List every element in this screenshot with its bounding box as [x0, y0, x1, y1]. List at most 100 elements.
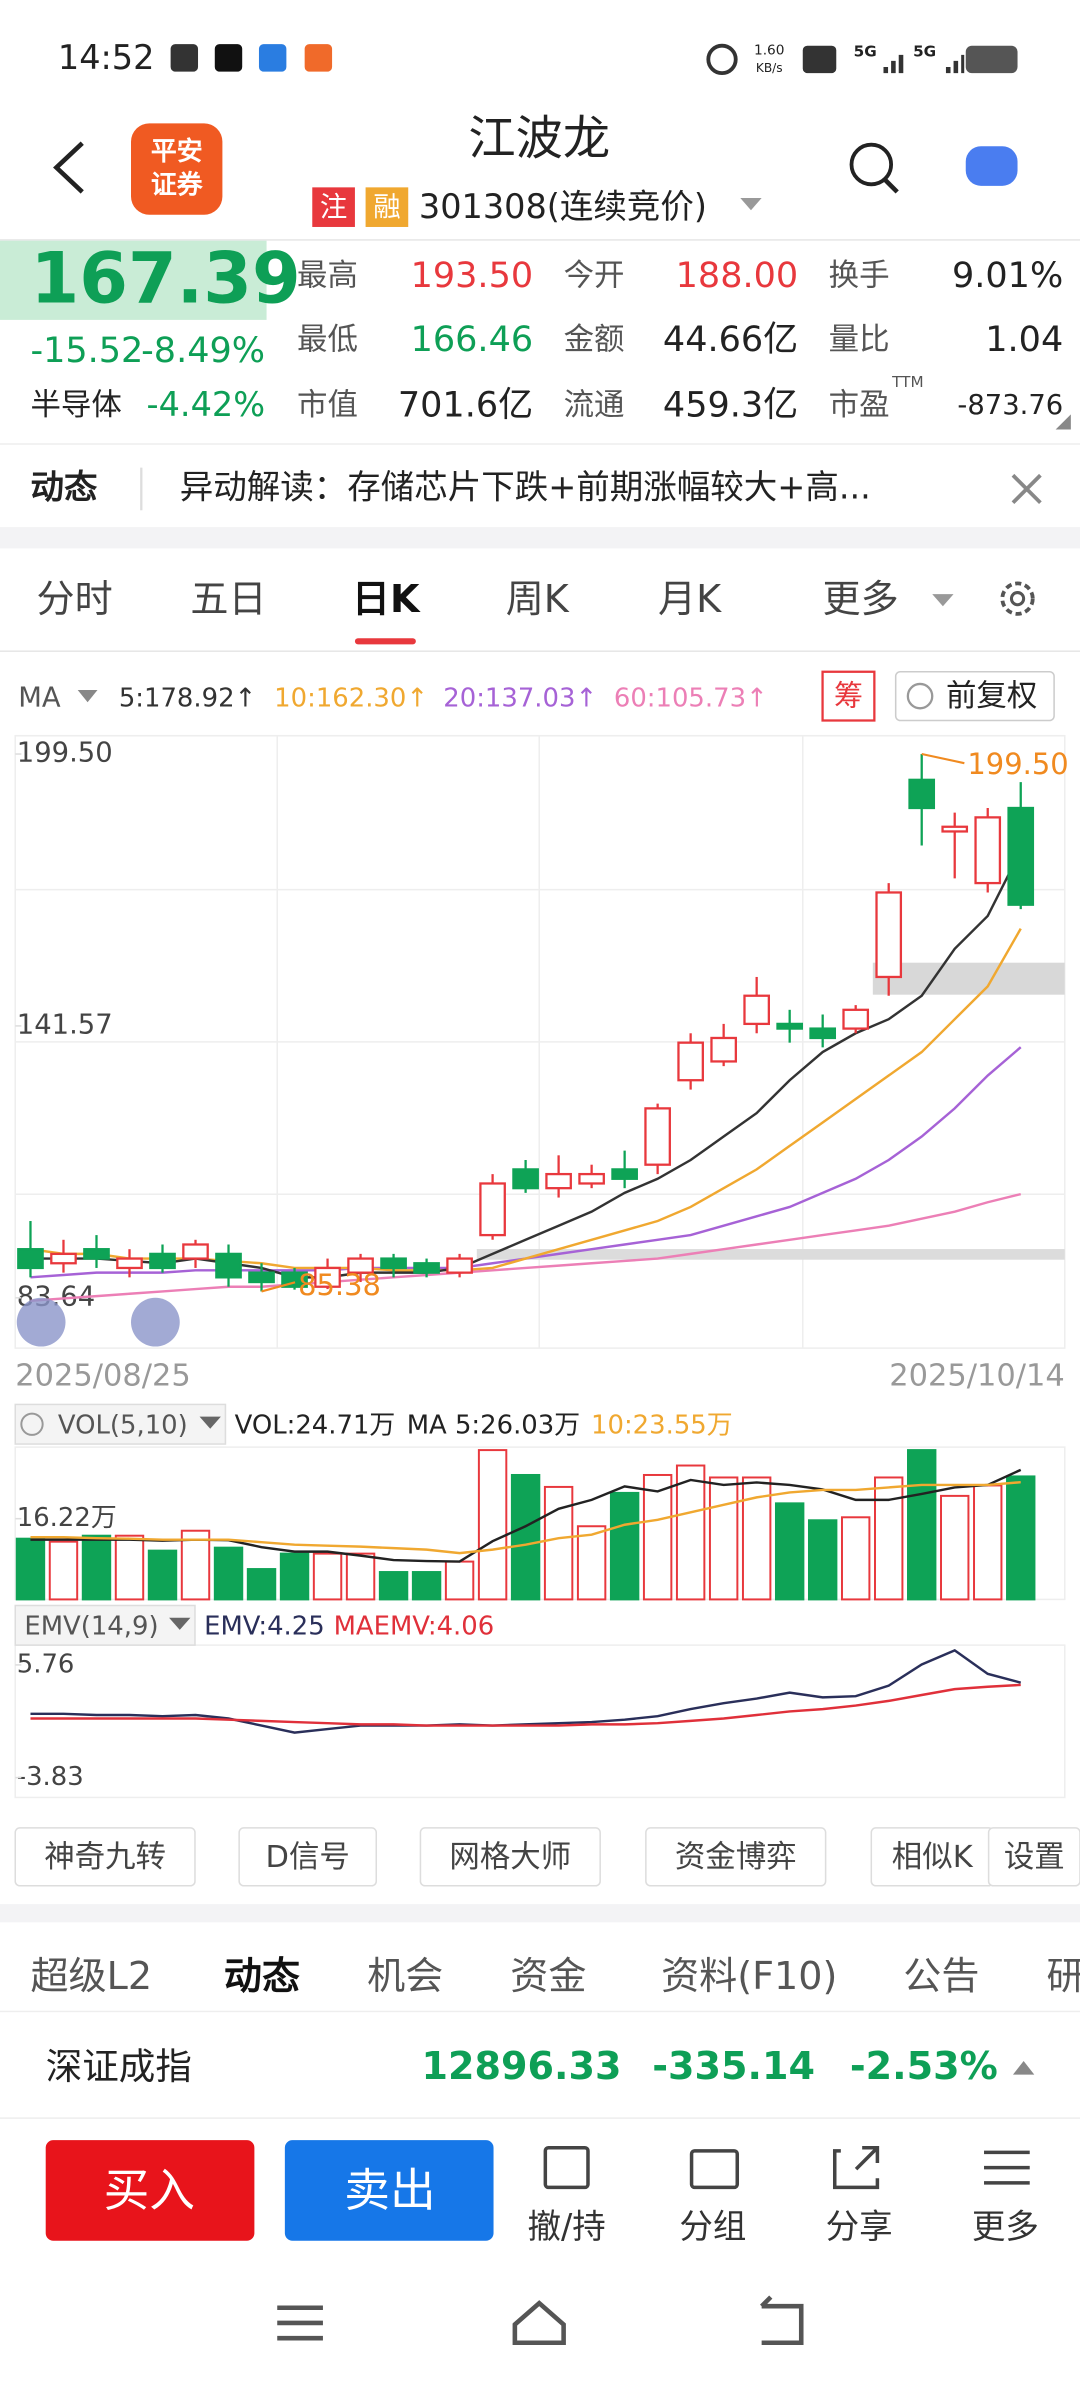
search-handle — [883, 178, 899, 194]
tab[interactable]: 月K — [658, 577, 722, 621]
icon — [543, 2146, 590, 2190]
float-button[interactable] — [131, 1297, 180, 1347]
candle-body — [182, 1243, 209, 1260]
candle-body — [710, 1036, 737, 1063]
tool-text: D信号 — [266, 1840, 350, 1875]
emv-legend: EMV:4.25 MAEMV:4.06 — [204, 1611, 494, 1641]
candle-body — [908, 778, 936, 810]
info-tab[interactable]: 动态 — [224, 1954, 300, 1998]
field-value: -873.76 — [957, 390, 1063, 421]
assistant-button[interactable] — [965, 146, 1018, 186]
period-tabs: 分时 五日 日K 周K 月K 更多 — [37, 577, 899, 621]
emv-line — [30, 1683, 1021, 1727]
gap — [0, 527, 1080, 549]
ma-legend-item: 60:105.73↑ — [614, 684, 768, 714]
emv-legend-item: EMV:4.25 — [204, 1611, 325, 1641]
menu-key[interactable] — [277, 2305, 323, 2341]
tab[interactable]: 日K — [352, 577, 421, 621]
candle-body — [578, 1172, 605, 1185]
volume-bar — [81, 1534, 112, 1601]
sell-button[interactable] — [284, 2140, 494, 2241]
price-box — [0, 240, 267, 320]
search-button[interactable] — [849, 142, 894, 187]
tool-button[interactable] — [14, 1827, 196, 1887]
info-tab[interactable]: 公告 — [903, 1954, 979, 1998]
candle-body — [479, 1182, 506, 1237]
action-text[interactable]: 分组 — [679, 2207, 746, 2246]
info-tab[interactable]: 资料(F10) — [661, 1954, 837, 1998]
volume-bar — [609, 1491, 640, 1601]
field-value: 1.04 — [985, 319, 1063, 360]
indicator-select[interactable] — [14, 1604, 196, 1646]
float-button[interactable] — [16, 1297, 66, 1347]
field-value: 166.46 — [411, 319, 534, 360]
volume-bar — [510, 1473, 541, 1601]
news-text[interactable]: 异动解读：存储芯片下跌+前期涨幅较大+高... — [180, 467, 871, 506]
volume-bar — [807, 1519, 838, 1601]
field-value: 701.6亿 — [398, 385, 533, 426]
action-text[interactable]: 分享 — [826, 2207, 893, 2246]
emv-frame — [14, 1644, 1066, 1799]
candle-body — [941, 825, 969, 833]
candle-body — [347, 1257, 374, 1274]
close-button[interactable] — [1011, 473, 1042, 505]
indicator-select[interactable] — [14, 1403, 227, 1445]
field-label: 最低 — [297, 323, 358, 358]
info-tab[interactable]: 超级L2 — [30, 1954, 152, 1998]
info-tab[interactable]: 资金 — [510, 1954, 586, 1998]
info-tab[interactable]: 机会 — [367, 1954, 443, 1998]
status-icons — [170, 43, 1018, 76]
tab[interactable]: 周K — [506, 577, 570, 621]
ma-label: MA — [18, 683, 61, 714]
action-text[interactable]: 撤/持 — [528, 2207, 606, 2246]
back-key[interactable] — [760, 2295, 804, 2346]
expand-arrow[interactable] — [1012, 2060, 1035, 2075]
logo — [131, 123, 223, 215]
index-pct: -2.53% — [850, 2044, 998, 2088]
battery — [965, 45, 1018, 74]
buy-button[interactable] — [45, 2140, 255, 2241]
settings-button[interactable] — [1000, 581, 1035, 616]
field-value: 459.3亿 — [663, 385, 798, 426]
volume-bar — [940, 1494, 970, 1601]
logo-text: 证券 — [151, 170, 204, 200]
ma-legend: 5:178.92↑ 10:162.30↑ 20:137.03↑ 60:105.73↑ — [119, 684, 768, 714]
emv-tick: 5.76 — [17, 1649, 75, 1679]
tab[interactable]: 五日 — [190, 577, 266, 621]
candle-body — [314, 1266, 341, 1288]
field-label: 量比 — [829, 323, 890, 358]
candle-body — [644, 1107, 671, 1166]
vol-tick: 16.22万 — [17, 1503, 117, 1533]
candle-body — [83, 1248, 110, 1260]
emv-legend-item: MAEMV:4.06 — [334, 1611, 495, 1641]
field-label: 金额 — [564, 323, 625, 358]
dropdown[interactable] — [77, 690, 98, 703]
vol-legend: MA 5:26.03万 10:23.55万 — [407, 1410, 733, 1440]
dropdown[interactable] — [740, 198, 762, 211]
price-tick: 199.50 — [17, 738, 113, 769]
volume-bar — [213, 1546, 244, 1601]
info-tab[interactable]: 研 — [1046, 1954, 1080, 1998]
tab[interactable]: 更多 — [823, 577, 899, 621]
chip-button[interactable] — [821, 670, 876, 722]
candle-body — [512, 1168, 539, 1190]
app-icon — [170, 44, 199, 72]
tool-button[interactable] — [238, 1827, 378, 1887]
support-zone — [476, 1249, 1065, 1260]
index-value: 12896.33 — [422, 2044, 622, 2088]
candle-body — [215, 1252, 242, 1279]
tab[interactable]: 分时 — [37, 577, 113, 621]
info-icon — [20, 1412, 44, 1436]
tool-button[interactable] — [419, 1827, 601, 1887]
adjust-button[interactable] — [894, 670, 1055, 722]
home-key[interactable] — [512, 2300, 566, 2346]
action-text[interactable]: 更多 — [972, 2207, 1039, 2246]
tool-button[interactable] — [645, 1827, 827, 1887]
emv-label: EMV(14,9) — [24, 1611, 158, 1641]
sector-pct: -4.42% — [147, 385, 266, 424]
tag — [312, 187, 355, 227]
tag — [365, 187, 409, 227]
back-button[interactable] — [53, 141, 84, 194]
